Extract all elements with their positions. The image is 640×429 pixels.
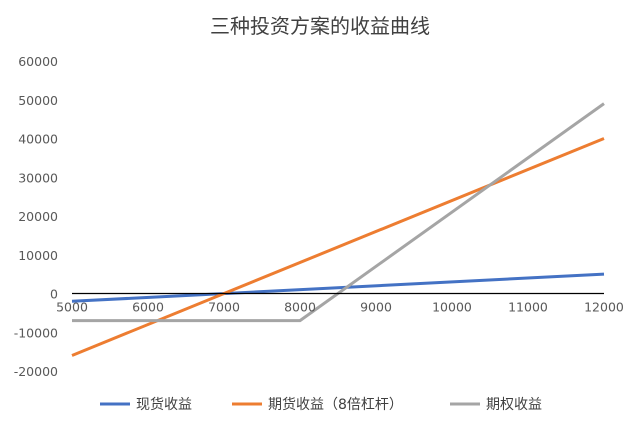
x-tick-label: 7000 (208, 300, 240, 315)
y-tick-labels: -20000 -10000 0 10000 20000 30000 40000 50000 60… (14, 54, 58, 379)
y-tick-label: 50000 (18, 93, 58, 108)
y-tick-label: 20000 (18, 209, 58, 224)
y-tick-label: 0 (50, 287, 58, 302)
legend: 现货收益 期货收益（8倍杠杆） 期权收益 (100, 396, 542, 413)
y-tick-label: 10000 (18, 248, 58, 263)
y-tick-label: -20000 (14, 364, 58, 379)
legend-label-2: 期货收益（8倍杠杆） (268, 396, 403, 413)
series-lines (71, 102, 605, 357)
y-tick-label: 40000 (18, 132, 58, 147)
x-tick-label: 6000 (132, 300, 164, 315)
x-tick-label: 12000 (584, 300, 624, 315)
x-tick-labels: 5000 6000 7000 8000 9000 10000 11000 12000 (56, 300, 624, 315)
legend-label-3: 期权收益 (486, 397, 542, 413)
series-line-2 (71, 137, 605, 357)
chart-title: 三种投资方案的收益曲线 (210, 14, 430, 38)
series-line-3 (72, 102, 605, 323)
y-tick-label: -10000 (14, 325, 58, 340)
x-tick-label: 8000 (284, 300, 316, 315)
y-tick-label: 60000 (18, 54, 58, 69)
x-tick-label: 5000 (56, 300, 88, 315)
x-tick-label: 9000 (360, 300, 392, 315)
y-tick-label: 30000 (18, 170, 58, 185)
x-tick-label: 11000 (508, 300, 548, 315)
x-tick-label: 10000 (432, 300, 472, 315)
legend-label-1: 现货收益 (136, 396, 192, 413)
series-line-1 (71, 272, 605, 303)
